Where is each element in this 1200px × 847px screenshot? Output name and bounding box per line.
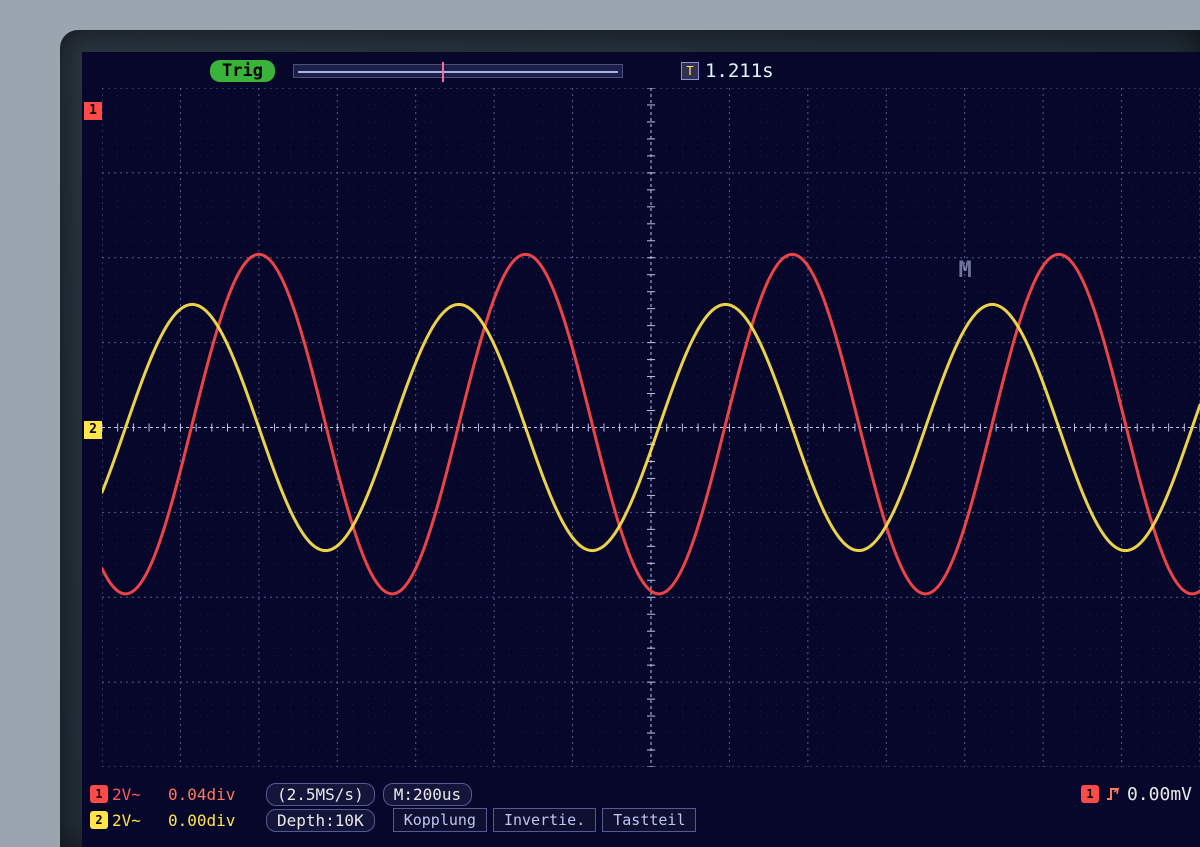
menu-item[interactable]: Tastteil xyxy=(602,808,696,832)
oscilloscope-bezel: Trig T 1.211s 12 M 1 2V~ 0.04div xyxy=(60,30,1200,847)
ch2-vdiv: 2 2V~ xyxy=(90,811,160,830)
position-track xyxy=(298,71,618,73)
channel-marker-2[interactable]: 2 xyxy=(84,421,102,439)
ch1-vdiv: 1 2V~ xyxy=(90,785,160,804)
trigger-level: 0.00mV xyxy=(1127,784,1192,805)
time-readout: T 1.211s xyxy=(681,60,774,82)
memory-depth: Depth:10K xyxy=(266,809,375,832)
oscilloscope-screen: Trig T 1.211s 12 M 1 2V~ 0.04div xyxy=(82,52,1200,847)
sample-rate: (2.5MS/s) xyxy=(266,783,375,806)
ch2-badge: 2 xyxy=(90,811,108,829)
menu-item[interactable]: Invertie. xyxy=(493,808,596,832)
horizontal-position-bar[interactable] xyxy=(293,64,623,78)
ch2-offset: 0.00div xyxy=(168,811,258,830)
channel-marker-1[interactable]: 1 xyxy=(84,102,102,120)
top-status-bar: Trig T 1.211s xyxy=(82,58,1200,84)
rising-edge-icon xyxy=(1105,786,1121,802)
ch1-offset: 0.04div xyxy=(168,785,258,804)
math-marker: M xyxy=(958,258,971,283)
ch2-vdiv-label: 2V~ xyxy=(112,811,141,830)
ch1-badge: 1 xyxy=(90,785,108,803)
menu-item[interactable]: Kopplung xyxy=(393,808,487,832)
position-handle[interactable] xyxy=(442,62,444,82)
bottom-status-bar: 1 2V~ 0.04div (2.5MS/s) M:200us 1 0.00mV xyxy=(82,781,1200,841)
horizontal-scale: M:200us xyxy=(383,783,472,806)
trigger-info: 1 0.00mV xyxy=(1081,784,1192,805)
waveform-graticule[interactable]: 12 M xyxy=(102,88,1200,767)
trigger-source-badge: 1 xyxy=(1081,785,1099,803)
time-icon: T xyxy=(681,62,699,80)
waveform-canvas xyxy=(102,88,1200,767)
trigger-status-badge: Trig xyxy=(210,60,275,82)
ch1-vdiv-label: 2V~ xyxy=(112,785,141,804)
time-value: 1.211s xyxy=(705,60,774,82)
soft-menu-bar: KopplungInvertie.Tastteil xyxy=(393,808,697,832)
